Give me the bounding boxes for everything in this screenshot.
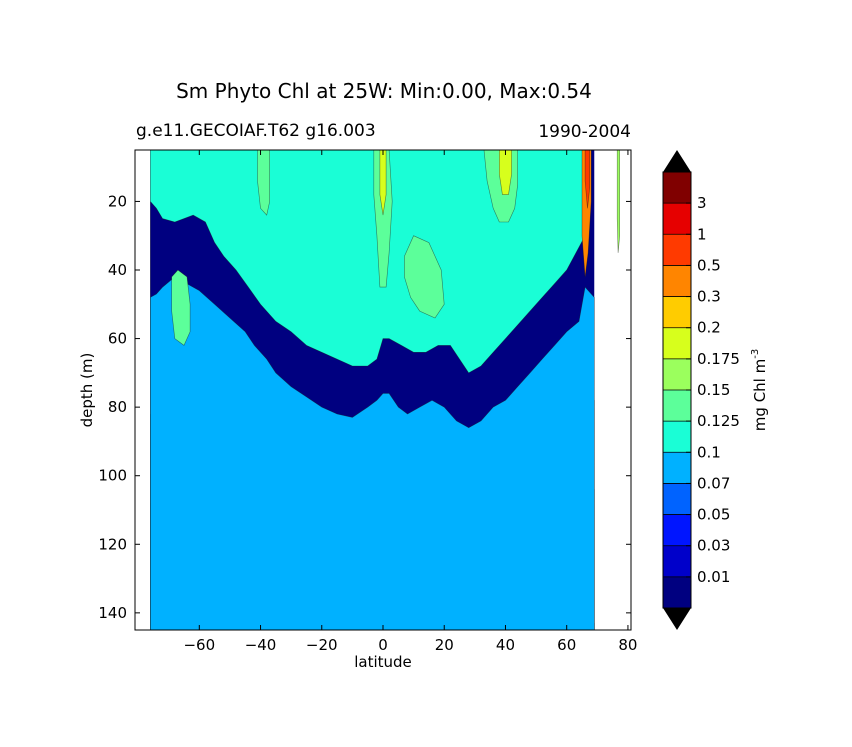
x-axis: −60 −40 −20 0 20 40 60 80 — [183, 150, 637, 654]
x-tick-label: 40 — [496, 636, 515, 654]
y-tick-label: 20 — [108, 192, 127, 210]
contour-region-13 — [584, 150, 591, 209]
contour-region-4 — [150, 150, 586, 630]
y-tick-label: 140 — [98, 604, 127, 622]
colorbar-tick-label: 0.175 — [697, 350, 740, 368]
x-tick-label: −40 — [245, 636, 277, 654]
colorbar-tick-label: 0.5 — [697, 256, 721, 274]
contour-region-6 — [257, 150, 271, 216]
colorbar-label-exponent: -3 — [750, 349, 761, 359]
colorbar-swatch — [663, 296, 691, 328]
contour-region-14 — [616, 150, 621, 253]
x-tick-label: 60 — [557, 636, 576, 654]
colorbar-tick-label: 0.3 — [697, 288, 721, 306]
colorbar-swatch — [663, 483, 691, 515]
colorbar-swatch — [663, 358, 691, 390]
y-tick-label: 80 — [108, 398, 127, 416]
y-axis-label: depth (m) — [78, 353, 96, 428]
y-tick-label: 100 — [98, 467, 127, 485]
chart-title: Sm Phyto Chl at 25W: Min:0.00, Max:0.54 — [176, 79, 592, 103]
contour-region-10 — [498, 150, 512, 195]
colorbar-under-triangle — [663, 608, 691, 630]
colorbar-label: mg Chl m-3 — [750, 349, 769, 431]
contour-region-3 — [150, 276, 595, 630]
y-axis: 20 40 60 80 100 120 140 — [98, 192, 631, 622]
colorbar: 0.01 0.03 0.05 0.07 0.1 0.125 0.15 0.175 0.2 0.3 0… — [662, 150, 740, 630]
colorbar-tick-label: 0.05 — [697, 506, 730, 524]
colorbar-swatch — [663, 576, 691, 608]
colorbar-label-text: mg Chl m — [751, 359, 769, 431]
colorbar-tick-label: 0.125 — [697, 412, 740, 430]
plot-area — [149, 150, 621, 630]
colorbar-swatch — [663, 452, 691, 484]
contour-region-7 — [373, 150, 393, 288]
colorbar-swatch — [663, 265, 691, 297]
colorbar-tick-label: 0.15 — [697, 381, 730, 399]
colorbar-over-triangle — [663, 150, 691, 172]
colorbar-swatch — [663, 390, 691, 422]
x-tick-label: −20 — [306, 636, 338, 654]
colorbar-tick-label: 0.07 — [697, 474, 730, 492]
colorbar-swatch — [663, 545, 691, 577]
contour-region-5 — [171, 269, 191, 346]
colorbar-tick-label: 0.03 — [697, 537, 730, 555]
colorbar-swatch — [663, 234, 691, 266]
y-tick-label: 60 — [108, 330, 127, 348]
x-tick-label: 0 — [378, 636, 388, 654]
colorbar-swatch — [663, 514, 691, 546]
chart-subtitle-right: 1990-2004 — [538, 122, 631, 142]
colorbar-swatch — [663, 327, 691, 359]
y-tick-label: 120 — [98, 535, 127, 553]
x-tick-label: 80 — [618, 636, 637, 654]
colorbar-tick-label: 3 — [697, 194, 707, 212]
x-tick-label: 20 — [435, 636, 454, 654]
contour-region-11 — [379, 150, 387, 216]
colorbar-tick-label: 0.1 — [697, 443, 721, 461]
colorbar-tick-label: 1 — [697, 225, 707, 243]
x-tick-label: −60 — [183, 636, 215, 654]
colorbar-swatch — [663, 421, 691, 453]
colorbar-tick-label: 0.2 — [697, 319, 721, 337]
colorbar-tick-label: 0.01 — [697, 568, 730, 586]
x-axis-label: latitude — [354, 653, 412, 671]
chart-subtitle-left: g.e11.GECOIAF.T62 g16.003 — [136, 121, 376, 141]
colorbar-swatch — [663, 172, 691, 204]
colorbar-swatch — [663, 203, 691, 235]
y-tick-label: 40 — [108, 261, 127, 279]
contour-region-8 — [404, 235, 445, 319]
